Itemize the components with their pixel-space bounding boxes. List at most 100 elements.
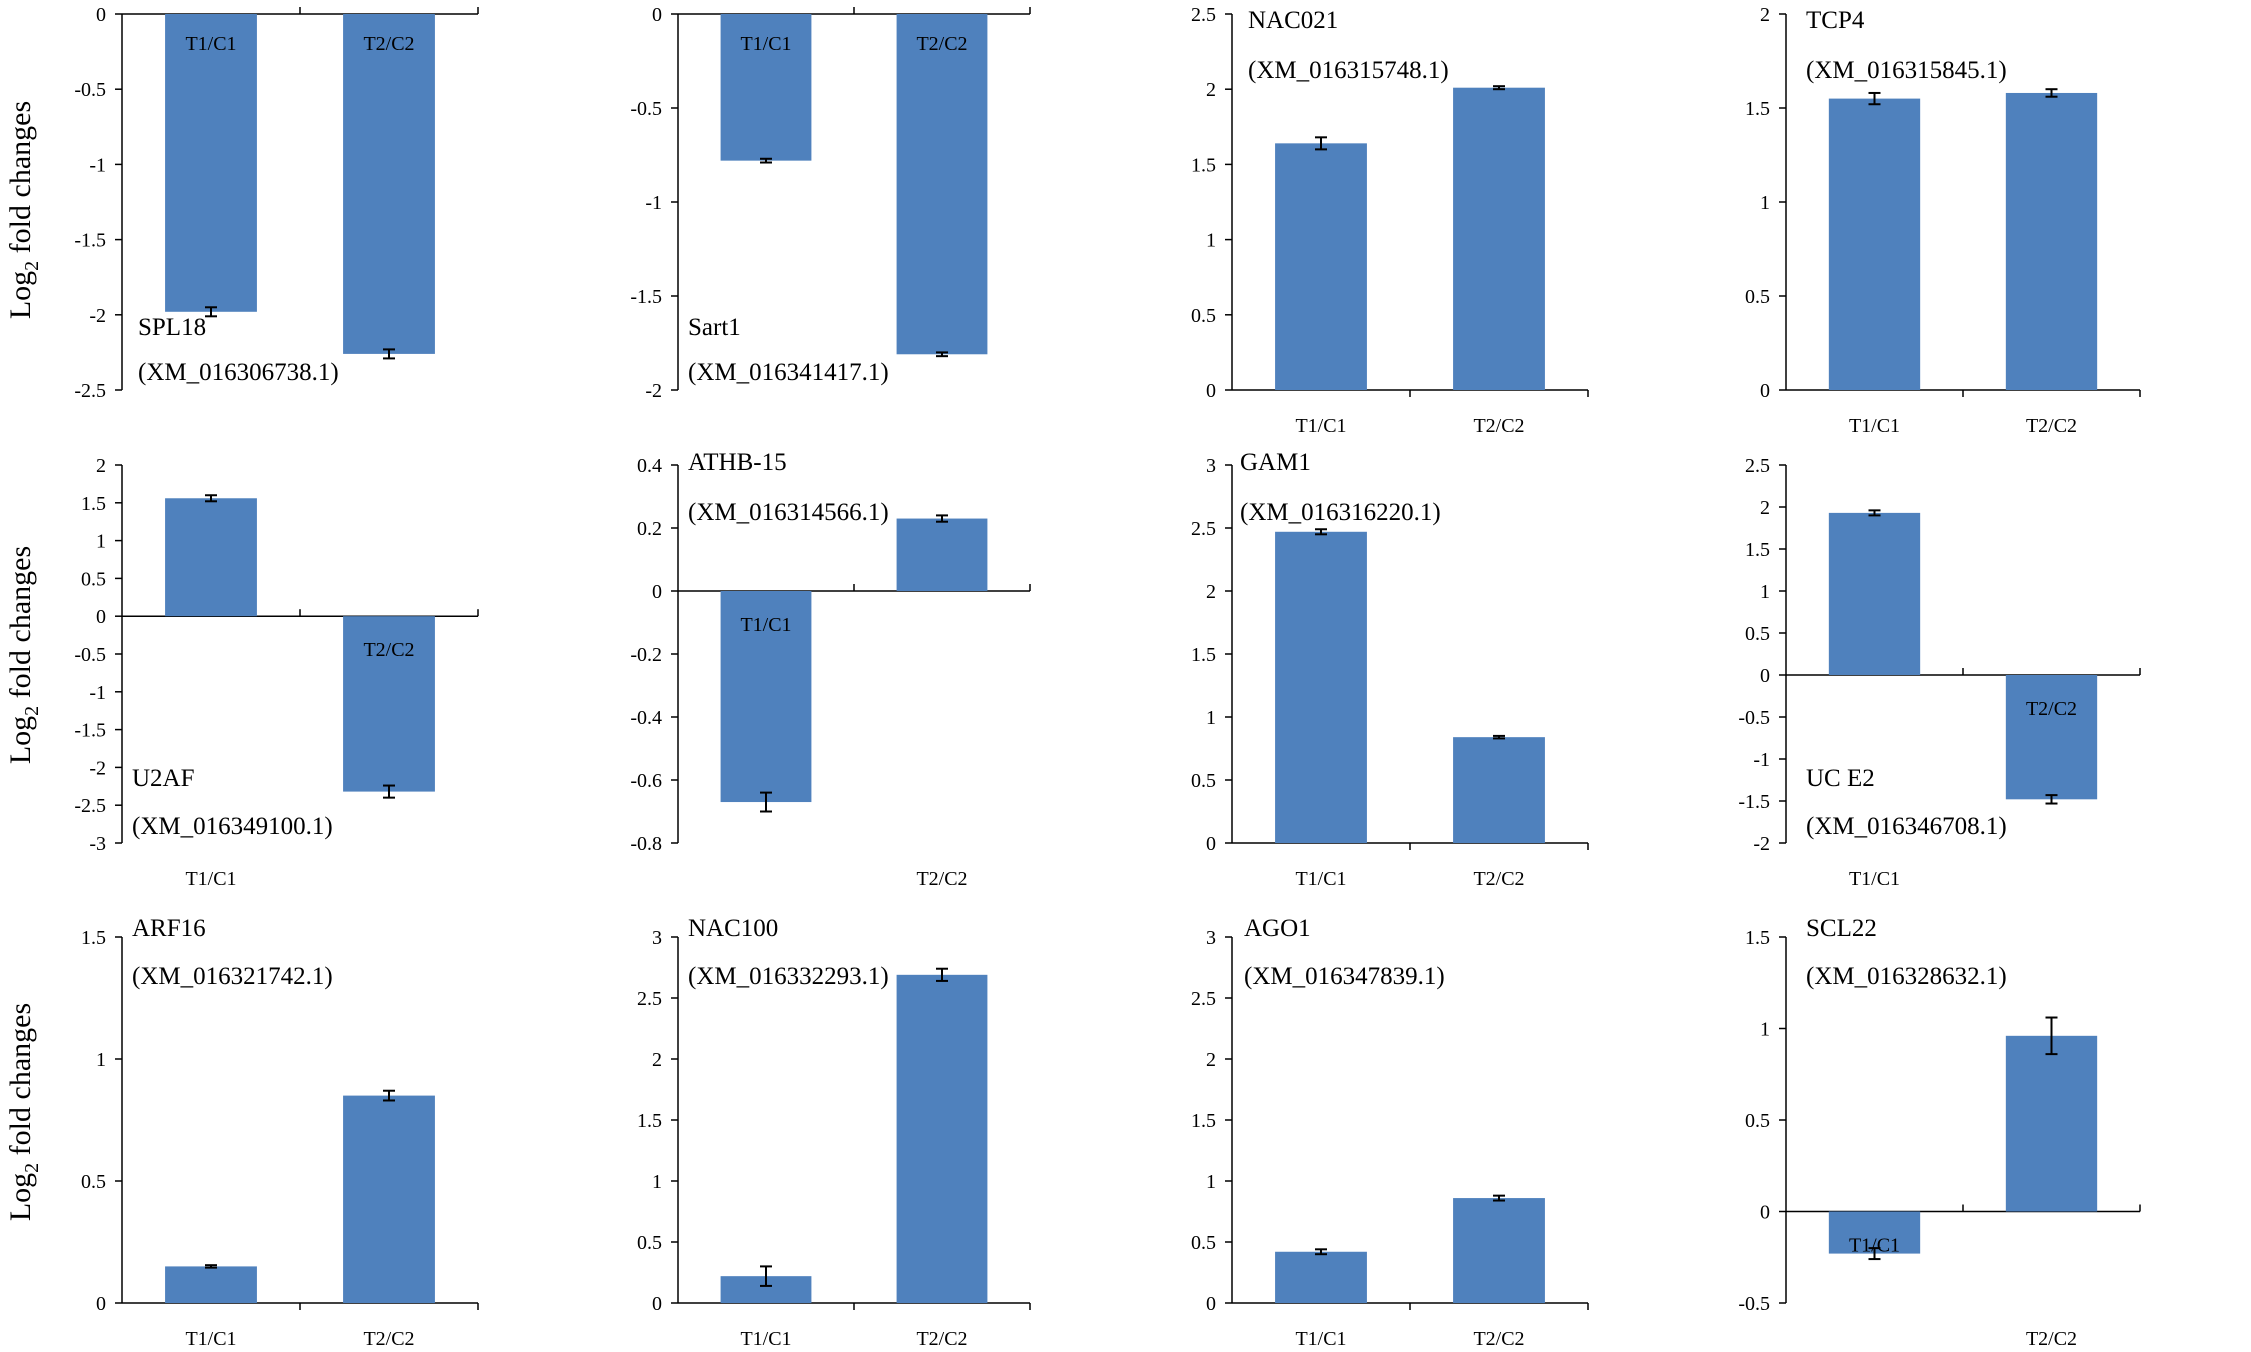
y-tick-label: -2.5 (74, 380, 106, 402)
accession-label: (XM_016314566.1) (688, 499, 889, 526)
y-tick-label: 3 (1206, 927, 1216, 949)
y-tick-label: 1 (652, 1171, 662, 1193)
y-tick-label: -0.4 (630, 707, 662, 729)
category-label: T1/C1 (1295, 1328, 1346, 1350)
y-tick-label: 1.5 (1191, 154, 1216, 176)
bar-t2-c2 (2005, 1035, 2098, 1212)
chart-panel-u2af: 2 1.5 1 0.5 0 -0.5 -1 -1.5 -2 -2.5 -3 T1/C1 T2/C2 U2A… (74, 455, 479, 890)
category-label: T1/C1 (1849, 1235, 1900, 1257)
y-tick-label: -0.5 (1738, 707, 1770, 729)
chart-panel-nac100: 3 2.5 2 1.5 1 0.5 0 T1/C1 T2/C2 NAC100 (XM_0163322… (637, 915, 1031, 1350)
bar-t2-c2 (1453, 737, 1545, 843)
category-label: T1/C1 (740, 1328, 791, 1350)
y-tick-label: -0.6 (630, 770, 662, 792)
y-tick-label: 0.5 (1191, 305, 1216, 327)
y-tick-label: 1 (1760, 192, 1770, 214)
y-tick-label: 0.4 (637, 455, 662, 477)
chart-panel-sart1: 0 -0.5 -1 -1.5 -2 T1/C1 T2/C2 Sart1 (XM_01634141… (630, 4, 1031, 402)
y-tick-label: 0.5 (1745, 623, 1770, 645)
gene-name-label: TCP4 (1806, 7, 1865, 34)
y-tick-label: 1.5 (1745, 927, 1770, 949)
category-label: T1/C1 (185, 868, 236, 890)
y-tick-label: 1 (1206, 230, 1216, 252)
y-tick-label: -0.5 (74, 644, 106, 666)
bar-t1-c1 (720, 591, 812, 803)
category-label: T2/C2 (363, 1328, 414, 1350)
y-tick-label: 2 (1206, 79, 1216, 101)
y-axis-title-subscript: 2 (21, 706, 43, 716)
y-tick-label: 0.5 (81, 1171, 106, 1193)
y-tick-label: 0 (652, 1293, 662, 1315)
chart-panel-gam1: 3 2.5 2 1.5 1 0.5 0 T1/C1 T2/C2 GAM1 (XM_016316220… (1191, 449, 1589, 890)
y-tick-label: -0.5 (1738, 1293, 1770, 1315)
y-tick-label: 0 (96, 606, 106, 628)
accession-label: (XM_016341417.1) (688, 359, 889, 386)
bar-t1-c1 (1828, 512, 1921, 675)
y-tick-label: -0.5 (630, 98, 662, 120)
bar-t2-c2 (2005, 92, 2098, 391)
category-label: T2/C2 (1473, 1328, 1524, 1350)
y-tick-label: 0 (1760, 665, 1770, 687)
y-tick-label: 0 (96, 1293, 106, 1315)
accession-label: (XM_016316220.1) (1240, 499, 1441, 526)
y-tick-label: 1.5 (81, 493, 106, 515)
y-tick-label: 1 (1206, 1171, 1216, 1193)
gene-name-label: NAC021 (1248, 7, 1338, 34)
y-tick-label: 1 (1206, 707, 1216, 729)
chart-panel-spl18: 0 -0.5 -1 -1.5 -2 -2.5 T1/C1 T2/C2 SPL18 (XM_0163… (74, 4, 479, 402)
gene-name-label: NAC100 (688, 915, 778, 942)
bar-t2-c2 (1453, 1198, 1545, 1303)
y-axis-title-rest: fold changes (4, 1003, 37, 1163)
chart-panel-tcp4: 2 1.5 1 0.5 0 T1/C1 T2/C2 TCP4 (XM_016315845.1) (1745, 4, 2141, 437)
bar-t1-c1 (165, 498, 257, 617)
accession-label: (XM_016315845.1) (1806, 57, 2007, 84)
y-tick-label: -0.2 (630, 644, 662, 666)
bar-t1-c1 (165, 14, 257, 312)
y-tick-label: -1.5 (630, 286, 662, 308)
y-tick-label: -1 (1753, 749, 1770, 771)
y-axis-title-subscript: 2 (21, 1163, 43, 1173)
category-label: T2/C2 (363, 33, 414, 55)
y-tick-label: 1.5 (1745, 98, 1770, 120)
y-tick-label: -3 (89, 833, 106, 855)
category-label: T1/C1 (740, 33, 791, 55)
y-tick-label: 0.5 (1191, 1232, 1216, 1254)
bar-t2-c2 (896, 974, 988, 1303)
accession-label: (XM_016328632.1) (1806, 963, 2007, 990)
y-tick-label: 2.5 (637, 988, 662, 1010)
y-tick-label: -2.5 (74, 795, 106, 817)
y-axis-title-main: Log (4, 716, 37, 764)
y-tick-label: 2 (1760, 4, 1770, 26)
gene-name-label: Sart1 (688, 314, 741, 341)
chart-panel-arf16: 1.5 1 0.5 0 T1/C1 T2/C2 ARF16 (XM_016321742.1) (81, 915, 479, 1350)
y-tick-label: 2 (1206, 581, 1216, 603)
y-axis-title-main: Log (4, 1173, 37, 1221)
y-tick-label: 1 (96, 1049, 106, 1071)
y-tick-label: -1.5 (74, 720, 106, 742)
y-tick-label: -0.8 (630, 833, 662, 855)
category-label: T2/C2 (916, 1328, 967, 1350)
category-label: T2/C2 (2026, 1328, 2077, 1350)
gene-name-label: UC E2 (1806, 765, 1875, 792)
y-tick-label: 0 (96, 4, 106, 26)
accession-label: (XM_016332293.1) (688, 963, 889, 990)
y-tick-label: 2 (1760, 497, 1770, 519)
y-tick-label: 2 (1206, 1049, 1216, 1071)
category-label: T2/C2 (2026, 698, 2077, 720)
category-label: T1/C1 (185, 33, 236, 55)
bar-t1-c1 (165, 1266, 257, 1303)
category-label: T1/C1 (1849, 415, 1900, 437)
category-label: T1/C1 (1295, 415, 1346, 437)
category-label: T2/C2 (916, 868, 967, 890)
y-axis-title-subscript: 2 (21, 261, 43, 271)
bar-t2-c2 (343, 1095, 435, 1303)
gene-name-label: GAM1 (1240, 449, 1311, 476)
y-axis-title: Log2 fold changes (4, 546, 43, 764)
y-tick-label: -1.5 (1738, 791, 1770, 813)
bar-t2-c2 (2005, 675, 2098, 800)
y-tick-label: 2.5 (1191, 4, 1216, 26)
category-label: T1/C1 (185, 1328, 236, 1350)
gene-name-label: AGO1 (1244, 915, 1311, 942)
y-tick-label: 0 (1206, 380, 1216, 402)
